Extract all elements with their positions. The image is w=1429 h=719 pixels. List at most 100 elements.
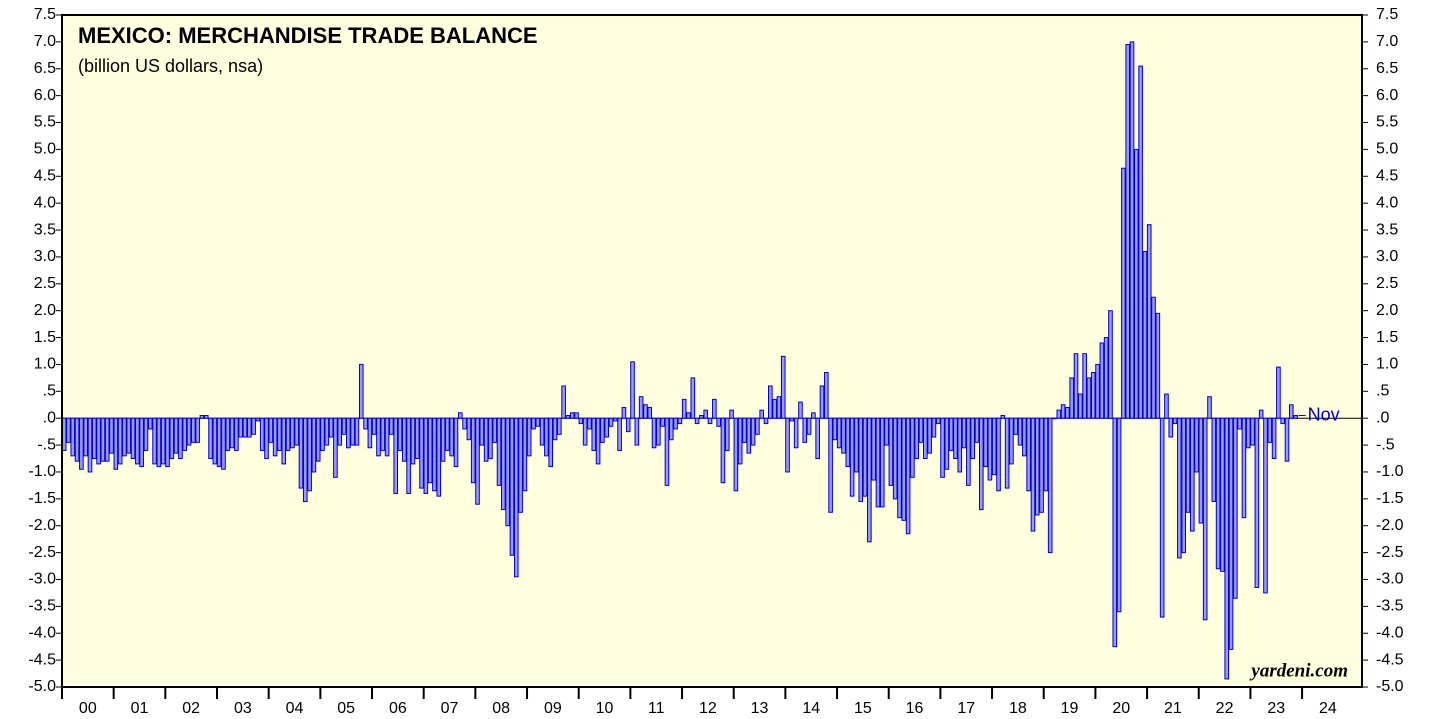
y-tick-label: .5: [43, 383, 56, 400]
y-tick-label: -1.0: [28, 463, 56, 480]
y2-tick-label: -2.5: [1376, 544, 1404, 561]
bar: [1034, 417, 1040, 516]
bar: [453, 417, 459, 468]
bar: [1215, 417, 1221, 570]
bar: [768, 385, 773, 419]
bar: [91, 417, 97, 460]
bar: [122, 417, 127, 457]
bar: [1293, 415, 1298, 419]
bar: [578, 417, 584, 425]
bar: [87, 417, 93, 473]
bar: [346, 417, 351, 449]
bar: [475, 417, 480, 505]
bar: [1073, 353, 1079, 419]
bar: [798, 401, 803, 419]
bar: [785, 417, 790, 473]
bar: [694, 417, 700, 425]
annotation: Nov: [1308, 404, 1340, 424]
bar: [716, 417, 721, 427]
bar: [135, 417, 140, 465]
bar: [255, 417, 261, 422]
bar: [1280, 417, 1286, 425]
bar: [104, 417, 110, 462]
bar: [1254, 417, 1260, 589]
bar: [440, 417, 446, 462]
bar: [587, 417, 592, 430]
bar: [337, 417, 343, 446]
bar: [1207, 396, 1212, 419]
bar: [1017, 417, 1023, 446]
bar: [277, 417, 282, 451]
bar: [677, 417, 683, 425]
x-tick-label: 07: [441, 700, 459, 717]
bar: [1164, 393, 1169, 419]
bar: [720, 417, 726, 484]
bar: [1138, 65, 1143, 419]
bar: [402, 417, 407, 462]
bar: [449, 417, 454, 457]
bar: [513, 417, 519, 578]
bar: [595, 417, 601, 465]
x-tick-label: 16: [906, 700, 924, 717]
bar: [268, 417, 274, 443]
bar: [823, 372, 829, 419]
bar: [1056, 409, 1062, 419]
bar: [1237, 417, 1242, 430]
y-tick-label: -3.0: [28, 571, 56, 588]
y2-tick-label: 1.0: [1376, 356, 1398, 373]
bar: [397, 417, 403, 451]
bar: [423, 417, 429, 494]
bar: [539, 417, 545, 446]
bar: [376, 417, 381, 457]
bar: [1004, 417, 1010, 489]
bar: [966, 417, 971, 486]
bar: [548, 417, 554, 468]
bar: [574, 412, 579, 419]
bar: [66, 417, 71, 443]
bar: [935, 417, 941, 425]
bar: [1271, 417, 1277, 460]
bar: [862, 417, 868, 497]
bar: [1095, 363, 1100, 419]
bar: [544, 417, 549, 457]
bar: [389, 417, 394, 435]
bar: [612, 417, 618, 422]
bar: [1043, 417, 1049, 492]
bar: [1258, 409, 1264, 419]
chart-title: MEXICO: MERCHANDISE TRADE BALANCE: [78, 23, 538, 48]
bar: [978, 417, 984, 511]
bar: [948, 417, 954, 451]
bar: [608, 417, 614, 427]
bar: [557, 417, 562, 435]
bar: [1090, 372, 1096, 419]
bar: [1289, 404, 1294, 419]
x-tick-label: 12: [699, 700, 717, 717]
y2-tick-label: .5: [1376, 383, 1389, 400]
bar: [221, 417, 226, 470]
bar: [496, 417, 502, 486]
bar: [1220, 417, 1225, 572]
bar: [143, 417, 149, 451]
bar: [1078, 393, 1083, 419]
source: yardeni.com: [1249, 660, 1348, 681]
bar: [802, 417, 808, 443]
y2-tick-label: -2.0: [1376, 517, 1404, 534]
bar: [746, 417, 752, 454]
bar: [604, 417, 609, 438]
y-tick-label: 5.5: [34, 114, 56, 131]
bar: [432, 417, 437, 492]
bar: [931, 417, 937, 438]
y-tick-label: -2.0: [28, 517, 56, 534]
bar: [953, 417, 958, 460]
bar: [307, 417, 312, 492]
bar: [393, 417, 399, 494]
bar: [759, 409, 765, 419]
bar: [126, 417, 132, 454]
bar: [526, 417, 532, 457]
bar: [264, 417, 269, 460]
bar: [729, 409, 734, 419]
bar: [320, 417, 325, 451]
bar: [1108, 310, 1113, 419]
bar: [858, 417, 864, 503]
y2-tick-label: 4.5: [1376, 167, 1398, 184]
